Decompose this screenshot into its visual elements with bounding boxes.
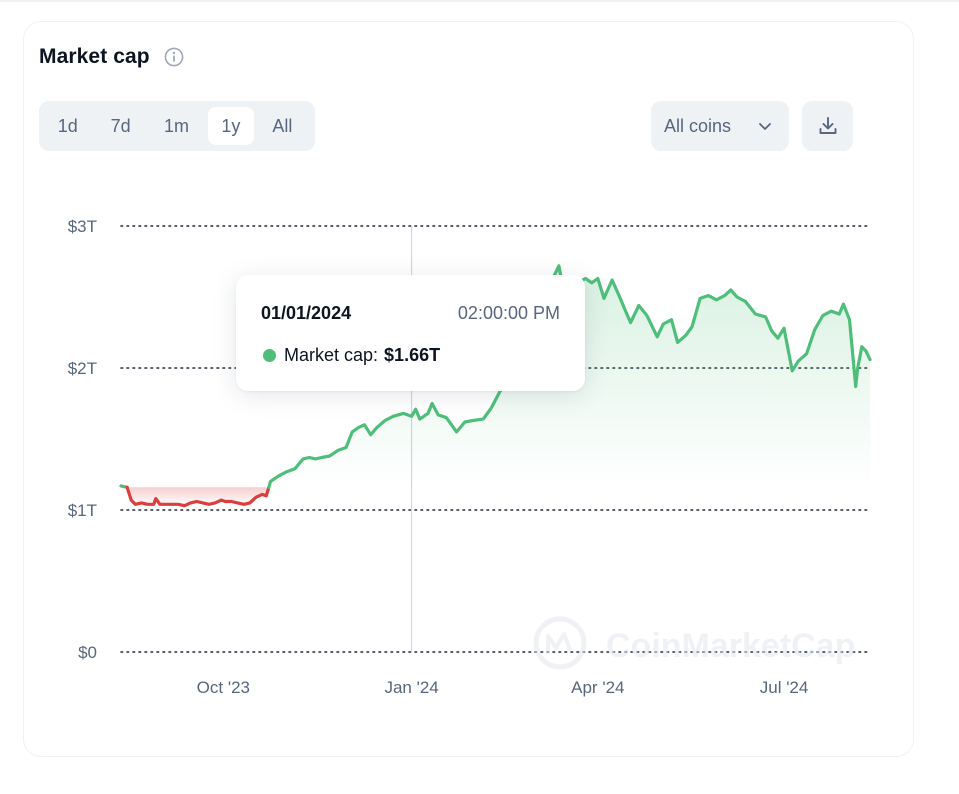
range-tab-1y[interactable]: 1y: [208, 107, 254, 145]
watermark-text: CoinMarketCap: [606, 627, 855, 665]
download-button[interactable]: [802, 101, 853, 151]
x-tick-label: Jul '24: [760, 678, 809, 697]
range-tab-all[interactable]: All: [272, 116, 293, 136]
y-tick-label: $2T: [68, 359, 97, 378]
time-range-tabs: 1d 7d 1m 1y All: [39, 101, 315, 151]
coin-filter-dropdown[interactable]: All coins: [651, 101, 789, 151]
coin-filter-label: All coins: [664, 115, 732, 136]
series-color-dot: [263, 349, 276, 362]
y-tick-label: $0: [78, 643, 97, 662]
info-icon[interactable]: [164, 47, 184, 67]
coinmarketcap-logo: [533, 616, 587, 670]
x-tick-label: Oct '23: [197, 678, 250, 697]
page-title: Market cap: [39, 45, 150, 68]
y-tick-label: $1T: [68, 501, 97, 520]
chart-tooltip: 01/01/2024 02:00:00 PM Market cap: $1.66…: [236, 275, 585, 391]
chevron-down-icon: [759, 123, 771, 130]
range-tab-1m[interactable]: 1m: [163, 116, 189, 136]
x-tick-label: Jan '24: [384, 678, 438, 697]
range-tab-7d[interactable]: 7d: [110, 116, 131, 136]
y-tick-label: $3T: [68, 217, 97, 236]
x-tick-label: Apr '24: [571, 678, 624, 697]
tooltip-label: Market cap:: [284, 345, 379, 365]
top-divider: [0, 0, 959, 2]
range-tab-1d[interactable]: 1d: [57, 116, 78, 136]
tooltip-series-row: Market cap: $1.66T: [263, 345, 440, 366]
tooltip-time: 02:00:00 PM: [457, 303, 560, 323]
tooltip-date: 01/01/2024: [261, 303, 352, 323]
series-line-down: [125, 485, 271, 508]
download-icon: [819, 117, 837, 134]
card-header: Market cap: [39, 45, 184, 69]
tooltip-value: $1.66T: [384, 345, 441, 365]
